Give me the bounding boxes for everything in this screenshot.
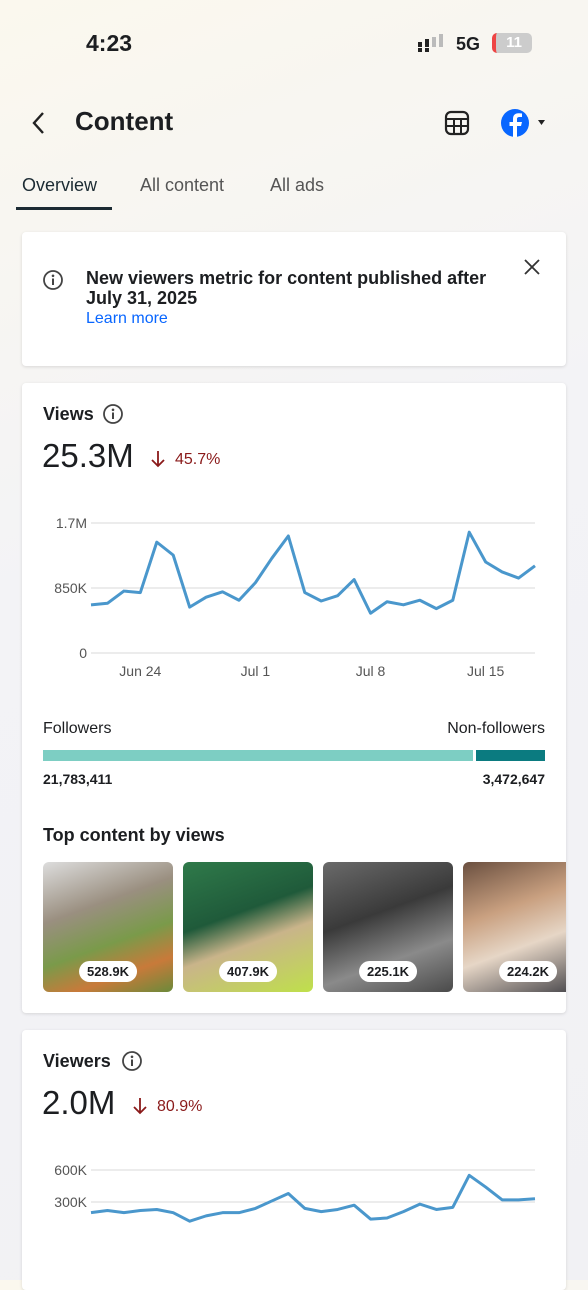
line <box>90 1173 536 1223</box>
views-chart: 0 850K 1.7M Jun 24 Jul 1 Jul 8 Jul 15 <box>54 515 536 679</box>
x-tick-label: Jul 15 <box>467 663 505 679</box>
thumbnail[interactable]: 225.1K <box>323 862 453 992</box>
views-card: Views 25.3M 45.7% 0 850K 1.7M Jun 24 Jul 1 Ju… <box>22 383 566 1013</box>
non-followers-count: 3,472,647 <box>482 771 545 787</box>
viewers-chart: 300K 600K <box>54 1162 536 1223</box>
views-change: 45.7% <box>175 451 221 468</box>
y-tick-label: 1.7M <box>56 515 87 531</box>
x-tick-label: Jul 1 <box>241 663 271 679</box>
followers-count: 21,783,411 <box>43 771 113 787</box>
top-content-title: Top content by views <box>43 825 225 845</box>
view-count: 407.9K <box>219 961 277 982</box>
viewers-card: Viewers 2.0M 80.9% 300K 600K <box>22 1030 566 1290</box>
y-tick-label: 300K <box>54 1194 87 1210</box>
view-count: 225.1K <box>359 961 417 982</box>
account-switcher[interactable] <box>500 108 554 138</box>
y-tick-label: 850K <box>54 580 87 596</box>
tab[interactable]: All ads <box>270 175 325 195</box>
followers-label: Followers <box>43 720 112 737</box>
info-icon <box>122 1051 142 1071</box>
view-count: 224.2K <box>499 961 557 982</box>
tab[interactable]: Overview <box>22 175 98 195</box>
thumbnail[interactable]: 224.2K <box>463 862 566 992</box>
views-total: 25.3M <box>42 437 134 474</box>
y-tick-label: 0 <box>79 645 87 661</box>
x-tick-label: Jul 8 <box>356 663 386 679</box>
down-arrow <box>133 1098 147 1115</box>
active-tab-indicator <box>16 207 112 210</box>
thumbnail[interactable]: 407.9K <box>183 862 313 992</box>
thumbnail[interactable]: 528.9K <box>43 862 173 992</box>
audience-split <box>43 750 545 761</box>
viewers-total: 2.0M <box>42 1084 116 1121</box>
line <box>90 530 536 615</box>
page-title: Content <box>75 106 174 136</box>
tab[interactable]: All content <box>140 175 225 195</box>
down-arrow <box>151 451 165 468</box>
time: 4:23 <box>86 30 133 56</box>
notice-text: New viewers metric for content published… <box>86 268 487 308</box>
x-tick-label: Jun 24 <box>119 663 161 679</box>
non-followers-bar <box>476 750 545 761</box>
learn-more-link[interactable]: Learn more <box>86 310 168 327</box>
battery: 11 <box>492 33 532 53</box>
views-title: Views <box>43 404 94 424</box>
viewers-change: 80.9% <box>157 1098 203 1115</box>
viewers-title: Viewers <box>43 1051 111 1071</box>
table-icon[interactable] <box>443 109 471 137</box>
non-followers-label: Non-followers <box>447 720 545 737</box>
signal-icon <box>418 34 443 52</box>
info-icon <box>43 270 63 290</box>
network: 5G <box>456 34 481 54</box>
close-button[interactable] <box>522 257 542 277</box>
info-icon <box>103 404 123 424</box>
back-button[interactable] <box>28 110 50 136</box>
y-tick-label: 600K <box>54 1162 87 1178</box>
view-count: 528.9K <box>79 961 137 982</box>
followers-bar <box>43 750 474 761</box>
notice-card: New viewers metric for content published… <box>22 232 566 366</box>
